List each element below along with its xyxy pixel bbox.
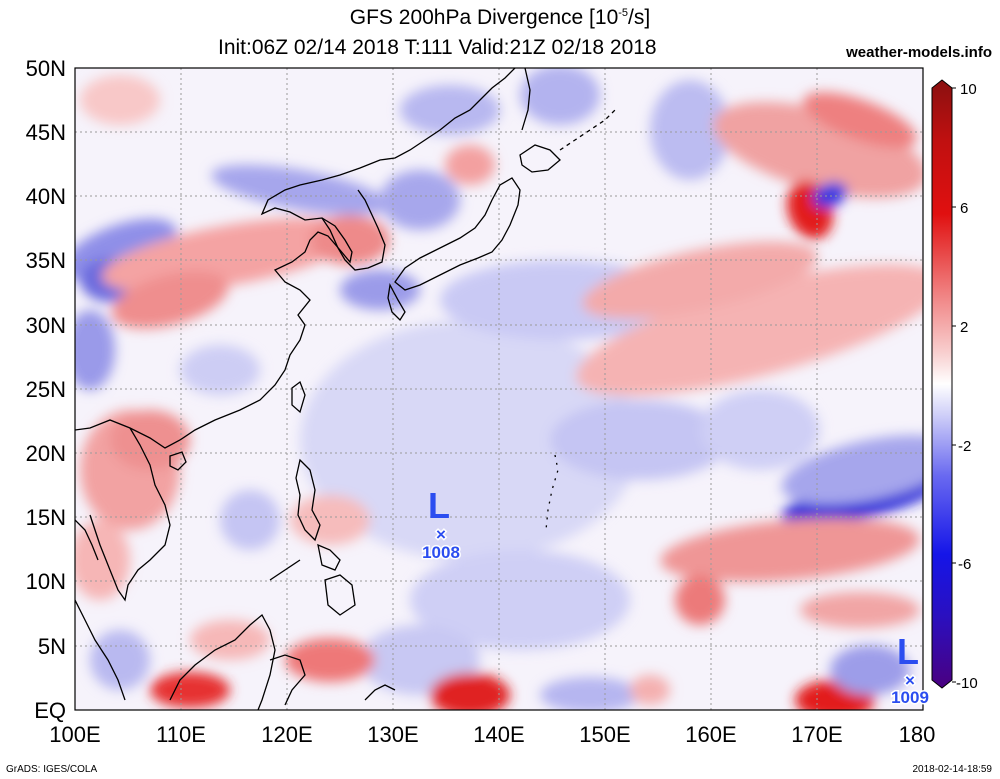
lat-label: 10N [26,569,66,594]
japan-kyushu [387,282,406,322]
colorbar-label: 2 [960,319,968,336]
new-guinea [364,684,396,701]
colorbar-label: -10 [956,675,978,692]
sulawesi [269,654,306,706]
latitude-axis: 50N 45N 40N 35N 30N 25N 20N 15N 10N 5N E… [26,56,66,723]
taiwan [291,380,306,414]
borneo [169,613,276,710]
lon-label: 110E [156,722,206,747]
low-x-marker: × [436,525,446,544]
lon-label: 180 [899,722,936,747]
lat-label: 20N [26,441,66,466]
china-coast [75,68,516,449]
lon-label: 170E [791,722,842,747]
colorbar-ramp [931,79,953,689]
luzon [295,458,321,542]
low-pressure-2: L × 1009 [890,631,931,709]
low-pressure-1: L × 1008 [421,485,462,564]
lon-label: 120E [261,722,312,747]
colorbar: 10 6 2 -2 -6 -10 [931,79,978,692]
palawan [269,559,301,581]
brand-label: weather-models.info [846,44,992,61]
lat-label: 50N [26,56,66,81]
footer-timestamp: 2018-02-14-18:59 [912,764,992,775]
sakhalin [521,68,531,131]
japan-honshu [394,177,521,291]
low-label: L [897,631,919,672]
chart-subtitle: Init:06Z 02/14 2018 T:111 Valid:21Z 02/1… [218,36,657,59]
japan-hokkaido [519,144,561,173]
footer-credit: GrADS: IGES/COLA [6,764,98,775]
korea-coast [321,189,386,271]
lat-label: 35N [26,248,66,273]
colorbar-label: -2 [958,438,971,455]
visayas [317,543,341,571]
kurils [559,109,616,151]
gulf-thailand [75,519,99,561]
colorbar-label: 6 [960,200,968,217]
colorbar-label: -6 [958,556,971,573]
coastlines [75,68,616,710]
low-pressure-value: 1008 [422,543,460,562]
colorbar-label: 10 [960,81,977,98]
map-frame [74,67,924,711]
title-exponent: -5 [618,7,629,19]
lat-label: EQ [34,698,66,723]
lon-label: 130E [367,722,418,747]
malay-peninsula [75,599,126,701]
title-text: GFS 200hPa Divergence [10 [349,6,619,29]
graticule [75,68,923,710]
lon-label: 100E [49,722,100,747]
lat-label: 15N [26,505,66,530]
longitude-axis: 100E 110E 120E 130E 140E 150E 160E 170E … [49,722,935,747]
low-pressure-value: 1009 [891,688,929,707]
chart-title: GFS 200hPa Divergence [10-5/s] [0,6,1000,30]
lon-label: 160E [685,722,736,747]
indochina [89,427,171,602]
title-unit-end: /s] [628,6,651,29]
lat-label: 45N [26,120,66,145]
low-label: L [428,485,450,526]
lon-label: 150E [579,722,630,747]
lat-label: 5N [38,634,66,659]
lat-label: 25N [26,377,66,402]
hainan [169,451,187,471]
lat-label: 40N [26,184,66,209]
lat-label: 30N [26,313,66,338]
divergence-field [75,68,923,710]
low-x-marker: × [905,671,915,690]
mindanao [324,574,356,616]
lon-label: 140E [473,722,524,747]
